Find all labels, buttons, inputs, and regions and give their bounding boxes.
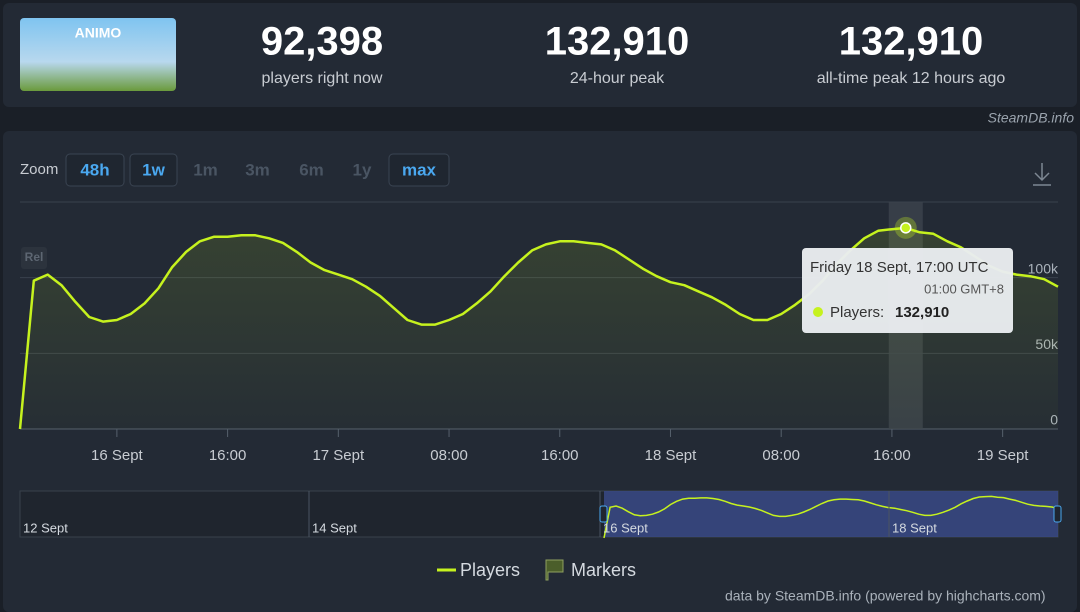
tooltip-date: Friday 18 Sept, 17:00 UTC [810, 259, 989, 276]
download-icon[interactable] [1033, 163, 1051, 186]
credit[interactable]: SteamDB.info [988, 110, 1075, 126]
navigator-label: 12 Sept [23, 520, 68, 535]
tooltip-box [802, 248, 1013, 333]
badge-text: Rel [25, 250, 44, 264]
zoom-button[interactable] [65, 153, 125, 187]
stat-value: 92,398 [261, 20, 383, 64]
x-tick-label: 08:00 [762, 447, 800, 464]
game-logo: ANIMO [75, 25, 122, 41]
tooltip-dot [813, 307, 823, 317]
zoom-button-label[interactable]: 1w [142, 160, 165, 179]
legend-label[interactable]: Players [460, 560, 520, 580]
line [18, 226, 1059, 430]
zoom-button[interactable] [129, 153, 178, 187]
x-tick-label: 08:00 [430, 447, 468, 464]
footer[interactable]: data by SteamDB.info (powered by highcha… [725, 588, 1046, 604]
zoom-button-label[interactable]: 6m [299, 160, 324, 179]
navigator-label: 18 Sept [892, 520, 937, 535]
navigator-handle[interactable] [599, 505, 608, 523]
stat-label: players right now [262, 70, 383, 87]
stat-label: 24-hour peak [570, 70, 665, 87]
zoom-label: Zoom [20, 161, 58, 178]
area [20, 227, 1058, 429]
zoom-button-label[interactable]: 1m [193, 160, 218, 179]
zoom-button-label[interactable]: 48h [80, 160, 109, 179]
hover-point [900, 222, 912, 234]
navigator-line [603, 495, 1059, 539]
badge [21, 247, 47, 269]
navigator-label: 16 Sept [603, 520, 648, 535]
tooltip-value: 132,910 [895, 304, 949, 321]
x-tick-label: 16:00 [209, 447, 247, 464]
stat-value: 132,910 [545, 20, 690, 64]
x-tick-label: 19 Sept [977, 447, 1030, 464]
stat-label: all-time peak 12 hours ago [817, 70, 1006, 87]
x-tick-label: 16 Sept [91, 447, 144, 464]
navigator-label: 14 Sept [312, 520, 357, 535]
legend-symbol[interactable] [545, 559, 564, 581]
x-tick-label: 18 Sept [645, 447, 698, 464]
legend-label[interactable]: Markers [571, 560, 636, 580]
tooltip-label: Players: [830, 304, 884, 321]
zoom-button[interactable] [388, 153, 450, 187]
zoom-button-label[interactable]: max [402, 160, 437, 179]
game-thumbnail[interactable] [20, 18, 176, 91]
tooltip-local: 01:00 GMT+8 [924, 281, 1004, 296]
y-tick-label: 100k [1028, 260, 1059, 276]
x-tick-label: 16:00 [541, 447, 579, 464]
zoom-button-label[interactable]: 1y [353, 160, 372, 179]
x-tick-label: 16:00 [873, 447, 911, 464]
stats-panel [3, 3, 1077, 107]
navigator-handle[interactable] [1053, 505, 1062, 523]
stat-value: 132,910 [839, 20, 984, 64]
navigator-selection[interactable] [604, 491, 1058, 537]
tooltip: Friday 18 Sept, 17:00 UTC 01:00 GMT+8 Play… [802, 248, 1013, 333]
x-tick-label: 17 Sept [312, 447, 365, 464]
zoom-button-label[interactable]: 3m [245, 160, 270, 179]
